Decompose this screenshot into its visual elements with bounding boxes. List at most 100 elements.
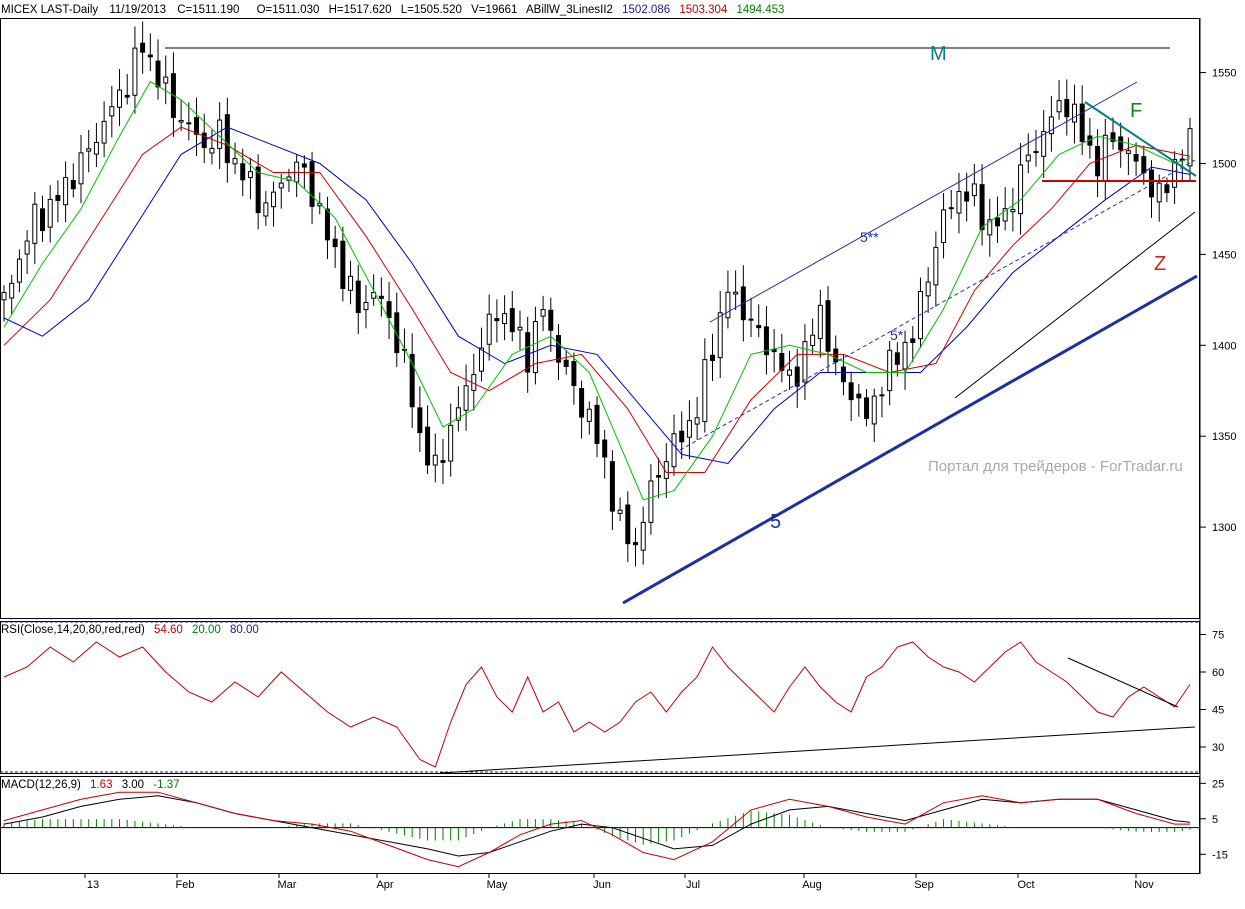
month-label: Oct (1017, 879, 1034, 891)
candle-body (1118, 136, 1124, 151)
candle-body (340, 240, 346, 289)
candle-body (725, 291, 731, 319)
candle-body (756, 325, 762, 329)
candle-body (555, 335, 561, 363)
candle-body (348, 275, 354, 291)
candle-body (271, 191, 277, 208)
candle-body (563, 359, 569, 367)
rsi-panel-frame (0, 621, 1200, 774)
candle-body (309, 161, 315, 207)
candle-body (763, 326, 769, 356)
candle-body (648, 480, 654, 523)
candle-body (671, 433, 677, 468)
macd-label: MACD(12,26,9) (1, 779, 81, 791)
candle-body (848, 382, 854, 401)
candle-body (1056, 100, 1062, 113)
candle-body (679, 430, 685, 443)
macd-panel (0, 791, 1200, 868)
candle-body (448, 424, 454, 462)
candle-body (16, 258, 22, 283)
header-open: O=1511.030 (257, 4, 320, 16)
candle-body (432, 454, 438, 466)
candle-body (255, 166, 261, 214)
candle-body (163, 76, 169, 84)
macd-signal-line (3, 795, 1191, 857)
price-axis-label: 1500 (1212, 158, 1236, 170)
triangle-line-f (1084, 101, 1197, 177)
price-axis-label: 1300 (1212, 522, 1236, 534)
candle-body (1141, 156, 1147, 174)
candle-body (1010, 209, 1016, 213)
candle-body (1187, 128, 1193, 167)
candle-body (1079, 103, 1085, 142)
ma-fast-line (3, 80, 1191, 501)
ma-mid-line (3, 126, 1191, 473)
rsi-axis-label: 45 (1212, 705, 1224, 717)
rsi-resistance-line (1067, 657, 1179, 708)
candle-body (332, 238, 338, 248)
candle-body (579, 387, 585, 418)
candle-body (1156, 182, 1162, 203)
candle-body (594, 404, 600, 444)
annotation-f: F (1130, 100, 1142, 122)
candle-body (779, 353, 785, 371)
candle-body (63, 177, 69, 206)
candle-body (1125, 150, 1131, 154)
candle-body (633, 542, 639, 546)
candle-body (979, 184, 985, 231)
rsi-line (3, 641, 1191, 768)
header-ma3: 1494.453 (736, 4, 784, 16)
macd-signal: 3.00 (122, 779, 144, 791)
macd-hist: -1.37 (153, 779, 179, 791)
candle-body (232, 158, 238, 165)
price-header: MICEX LAST-Daily 11/19/2013 C=1511.190 O… (1, 4, 784, 16)
candle-body (887, 349, 893, 392)
candle-body (409, 353, 415, 408)
candle-body (509, 308, 515, 333)
candle-body (525, 332, 531, 373)
candle-body (987, 219, 993, 236)
trendline-wave5 (622, 274, 1198, 605)
candle-body (825, 300, 831, 352)
candle-body (70, 179, 76, 190)
header-close: C=1511.190 (177, 4, 239, 16)
candle-body (463, 385, 469, 411)
candle-body (894, 352, 900, 365)
axes: 1300 1350 1400 1450 1500 1550 30 45 60 75 -15 5 25 13… (84, 68, 1236, 891)
candle-body (733, 291, 739, 295)
price-axis-label: 1450 (1212, 249, 1236, 261)
candle-body (1025, 154, 1031, 162)
candle-body (386, 301, 392, 318)
rsi-lower: 20.00 (192, 624, 221, 636)
candle-body (1133, 153, 1139, 162)
candle-body (586, 408, 592, 422)
price-panel (1, 21, 1198, 605)
candle-body (964, 191, 970, 202)
macd-axis-label: 25 (1212, 778, 1224, 790)
candle-body (694, 417, 700, 425)
month-label: Mar (278, 879, 297, 891)
candle-body (263, 202, 269, 217)
candle-body (140, 42, 146, 53)
month-label: Sep (914, 879, 934, 891)
candle-body (840, 366, 846, 383)
header-volume: V=19661 (471, 4, 517, 16)
candle-body (425, 426, 431, 466)
candle-body (93, 141, 99, 155)
price-axis-label: 1350 (1212, 431, 1236, 443)
candle-body (879, 394, 885, 397)
candle-body (925, 281, 931, 297)
rsi-support-line (439, 726, 1196, 774)
annotation-m: M (930, 43, 947, 65)
candle-body (101, 120, 107, 144)
channel-upper-line (709, 81, 1138, 323)
candle-body (1172, 159, 1178, 188)
candle-body (948, 207, 954, 210)
month-label: Nov (1134, 879, 1154, 891)
candle-body (47, 198, 53, 228)
rsi-axis-label: 75 (1212, 630, 1224, 642)
macd-axis-label: 5 (1212, 814, 1218, 826)
ma-slow-line (3, 126, 1191, 465)
candle-body (355, 280, 361, 314)
